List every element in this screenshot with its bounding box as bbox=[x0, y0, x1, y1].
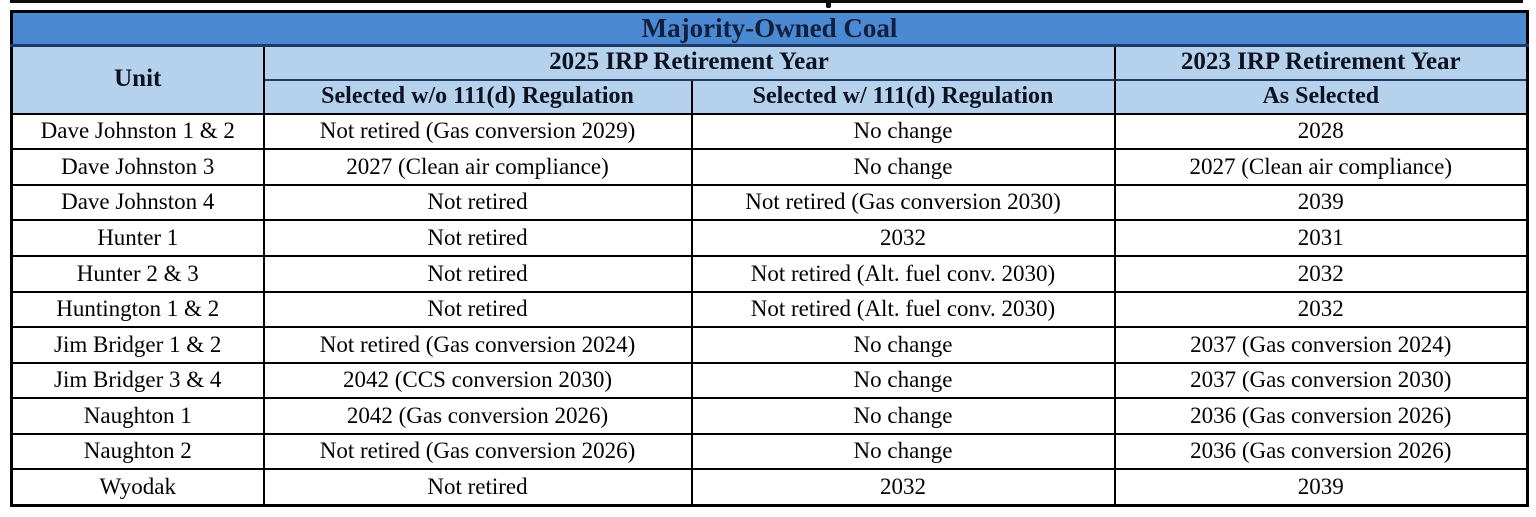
cell-unit: Hunter 1 bbox=[10, 219, 265, 257]
cell-2023-irp: 2037 (Gas conversion 2030) bbox=[1113, 361, 1529, 400]
cell-selected-with: Not retired (Gas conversion 2030) bbox=[690, 183, 1116, 222]
table-row: Naughton 2 Not retired (Gas conversion 2… bbox=[10, 432, 1529, 471]
table-row: Dave Johnston 1 & 2 Not retired (Gas con… bbox=[10, 112, 1529, 151]
cell-selected-with: No change bbox=[690, 148, 1116, 186]
cell-2023-irp: 2039 bbox=[1113, 183, 1529, 222]
cell-selected-without: Not retired (Gas conversion 2024) bbox=[262, 326, 693, 364]
header-group-row: Unit 2025 IRP Retirement Year 2023 IRP R… bbox=[10, 44, 1529, 115]
cell-selected-without: Not retired bbox=[262, 183, 693, 222]
table-row: Jim Bridger 1 & 2 Not retired (Gas conve… bbox=[10, 326, 1529, 364]
column-header-selected-with-111d: Selected w/ 111(d) Regulation bbox=[690, 78, 1116, 115]
cell-unit: Naughton 1 bbox=[10, 397, 265, 435]
cell-2023-irp: 2032 bbox=[1113, 254, 1529, 293]
cell-2023-irp: 2036 (Gas conversion 2026) bbox=[1113, 397, 1529, 435]
cell-unit: Dave Johnston 3 bbox=[10, 148, 265, 186]
cell-unit: Huntington 1 & 2 bbox=[10, 290, 265, 329]
cell-selected-with: Not retired (Alt. fuel conv. 2030) bbox=[690, 254, 1116, 293]
table-row: Hunter 2 & 3 Not retired Not retired (Al… bbox=[10, 254, 1529, 293]
cell-unit: Jim Bridger 3 & 4 bbox=[10, 361, 265, 400]
table-title: Majority-Owned Coal bbox=[10, 10, 1529, 48]
cell-selected-with: 2032 bbox=[690, 468, 1116, 507]
table-title-row: Majority-Owned Coal bbox=[10, 10, 1529, 48]
column-header-selected-without-111d: Selected w/o 111(d) Regulation bbox=[262, 78, 693, 115]
cutoff-text-descender bbox=[826, 0, 831, 8]
cell-2023-irp: 2028 bbox=[1113, 112, 1529, 151]
cell-2023-irp: 2027 (Clean air compliance) bbox=[1113, 148, 1529, 186]
cell-selected-without: 2042 (Gas conversion 2026) bbox=[262, 397, 693, 435]
cell-selected-with: No change bbox=[690, 112, 1116, 151]
cell-2023-irp: 2039 bbox=[1113, 468, 1529, 507]
cell-selected-without: 2042 (CCS conversion 2030) bbox=[262, 361, 693, 400]
cell-selected-without: Not retired (Gas conversion 2029) bbox=[262, 112, 693, 151]
retirement-table: Majority-Owned Coal Unit 2025 IRP Retire… bbox=[10, 10, 1530, 507]
cell-unit: Hunter 2 & 3 bbox=[10, 254, 265, 293]
column-header-unit: Unit bbox=[10, 44, 265, 115]
cell-selected-without: Not retired bbox=[262, 254, 693, 293]
column-header-2025-irp: 2025 IRP Retirement Year bbox=[262, 44, 1116, 81]
cell-2023-irp: 2036 (Gas conversion 2026) bbox=[1113, 432, 1529, 471]
table-row: Huntington 1 & 2 Not retired Not retired… bbox=[10, 290, 1529, 329]
column-header-2023-irp: 2023 IRP Retirement Year bbox=[1113, 44, 1529, 81]
cell-2023-irp: 2031 bbox=[1113, 219, 1529, 257]
cell-unit: Naughton 2 bbox=[10, 432, 265, 471]
header-sub-row: Selected w/o 111(d) Regulation Selected … bbox=[12, 78, 1529, 115]
table-row: Jim Bridger 3 & 4 2042 (CCS conversion 2… bbox=[10, 361, 1529, 400]
cell-selected-without: Not retired bbox=[262, 219, 693, 257]
cell-selected-without: 2027 (Clean air compliance) bbox=[262, 148, 693, 186]
cutoff-text-fragment bbox=[10, 0, 1523, 3]
cell-unit: Wyodak bbox=[10, 468, 265, 507]
cell-2023-irp: 2032 bbox=[1113, 290, 1529, 329]
cell-selected-with: Not retired (Alt. fuel conv. 2030) bbox=[690, 290, 1116, 329]
cell-selected-without: Not retired (Gas conversion 2026) bbox=[262, 432, 693, 471]
table-row: Wyodak Not retired 2032 2039 bbox=[10, 468, 1529, 507]
cell-2023-irp: 2037 (Gas conversion 2024) bbox=[1113, 326, 1529, 364]
table-row: Dave Johnston 4 Not retired Not retired … bbox=[10, 183, 1529, 222]
cell-unit: Jim Bridger 1 & 2 bbox=[10, 326, 265, 364]
cell-selected-with: No change bbox=[690, 397, 1116, 435]
table-row: Dave Johnston 3 2027 (Clean air complian… bbox=[10, 148, 1529, 186]
cell-selected-without: Not retired bbox=[262, 290, 693, 329]
cell-selected-with: No change bbox=[690, 361, 1116, 400]
cell-selected-with: 2032 bbox=[690, 219, 1116, 257]
table-row: Hunter 1 Not retired 2032 2031 bbox=[10, 219, 1529, 257]
table-row: Naughton 1 2042 (Gas conversion 2026) No… bbox=[10, 397, 1529, 435]
cell-unit: Dave Johnston 1 & 2 bbox=[10, 112, 265, 151]
column-header-as-selected: As Selected bbox=[1113, 78, 1529, 115]
cell-unit: Dave Johnston 4 bbox=[10, 183, 265, 222]
cell-selected-without: Not retired bbox=[262, 468, 693, 507]
cell-selected-with: No change bbox=[690, 326, 1116, 364]
cell-selected-with: No change bbox=[690, 432, 1116, 471]
